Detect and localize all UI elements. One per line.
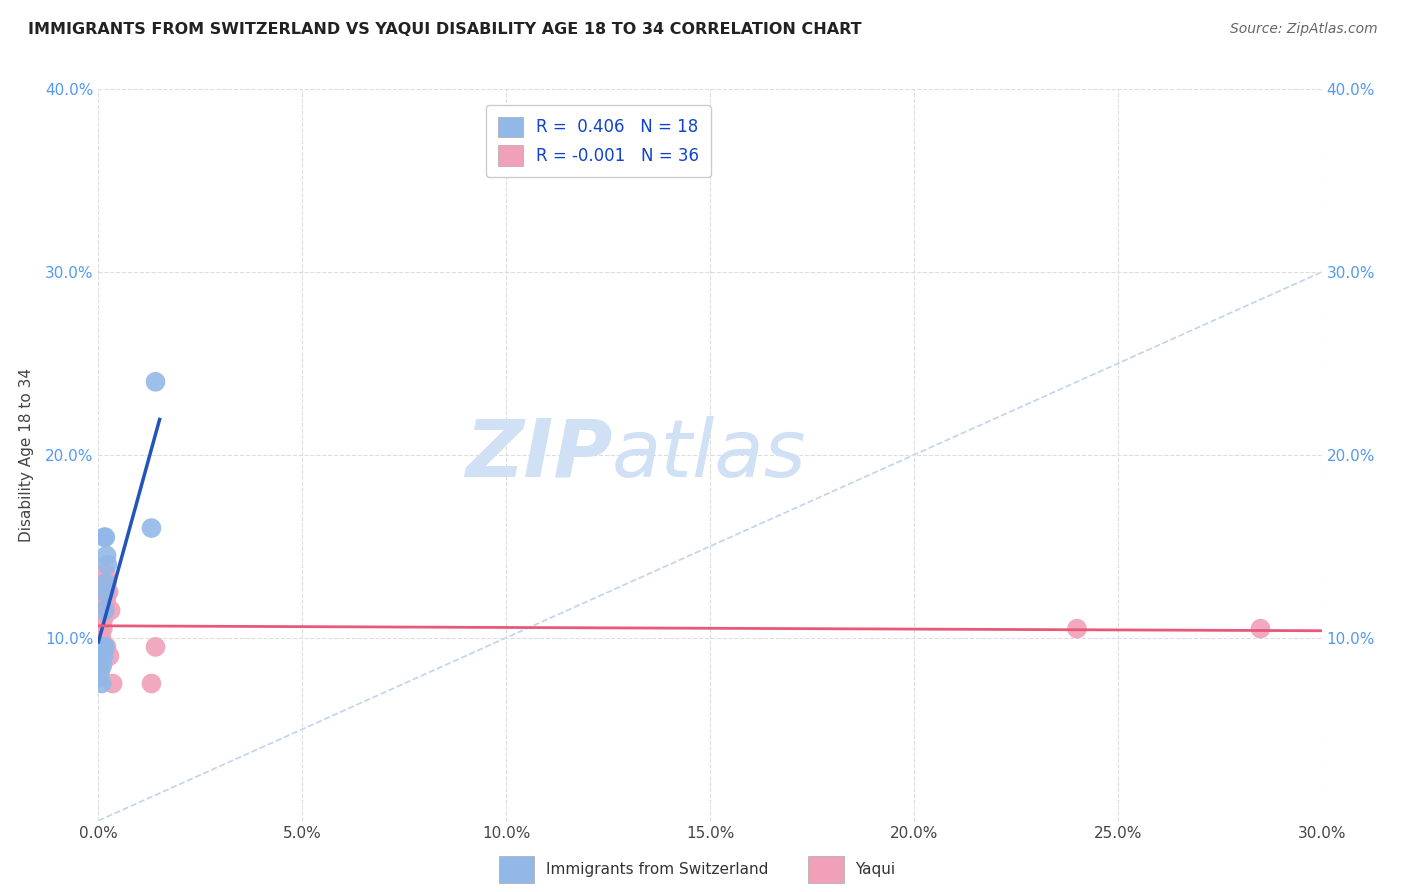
Point xyxy=(145,640,167,654)
Point xyxy=(94,640,117,654)
Text: Source: ZipAtlas.com: Source: ZipAtlas.com xyxy=(1230,22,1378,37)
Point xyxy=(96,549,118,563)
Point xyxy=(93,603,115,617)
Point xyxy=(93,649,115,664)
Point xyxy=(89,664,111,678)
Point xyxy=(97,585,120,599)
Point xyxy=(94,585,117,599)
Point xyxy=(93,585,115,599)
Point xyxy=(91,640,114,654)
Point xyxy=(93,640,115,654)
Point xyxy=(91,613,114,627)
Point xyxy=(94,566,117,581)
Point xyxy=(91,658,114,673)
Text: IMMIGRANTS FROM SWITZERLAND VS YAQUI DISABILITY AGE 18 TO 34 CORRELATION CHART: IMMIGRANTS FROM SWITZERLAND VS YAQUI DIS… xyxy=(28,22,862,37)
Point xyxy=(94,530,117,544)
Point xyxy=(96,585,118,599)
Point xyxy=(96,594,118,608)
Point xyxy=(89,631,111,645)
Point xyxy=(96,640,118,654)
Text: Yaqui: Yaqui xyxy=(855,863,896,877)
Point xyxy=(141,676,163,690)
Point xyxy=(1249,622,1271,636)
Point xyxy=(94,576,117,591)
Point xyxy=(93,603,115,617)
Point xyxy=(96,576,118,591)
Point xyxy=(91,649,114,664)
Point xyxy=(145,375,167,389)
Point xyxy=(91,613,114,627)
Point xyxy=(91,603,114,617)
Point xyxy=(98,649,121,664)
Point xyxy=(91,622,114,636)
Point xyxy=(93,530,115,544)
Point xyxy=(1066,622,1088,636)
Point xyxy=(90,613,112,627)
Text: Immigrants from Switzerland: Immigrants from Switzerland xyxy=(546,863,768,877)
Point xyxy=(89,640,111,654)
Text: ZIP: ZIP xyxy=(465,416,612,494)
Point xyxy=(91,640,114,654)
Point xyxy=(87,671,110,685)
Point xyxy=(89,622,111,636)
Point xyxy=(94,585,117,599)
Legend: R =  0.406   N = 18, R = -0.001   N = 36: R = 0.406 N = 18, R = -0.001 N = 36 xyxy=(486,105,710,178)
Point xyxy=(96,558,118,572)
Point xyxy=(90,640,112,654)
Y-axis label: Disability Age 18 to 34: Disability Age 18 to 34 xyxy=(18,368,34,542)
Point xyxy=(87,658,110,673)
Point xyxy=(94,585,117,599)
Point xyxy=(141,521,163,535)
Point xyxy=(100,603,122,617)
Point xyxy=(90,603,112,617)
Point xyxy=(89,649,111,664)
Point xyxy=(91,640,114,654)
Point xyxy=(90,631,112,645)
Point xyxy=(90,676,112,690)
Point xyxy=(91,603,114,617)
Point xyxy=(93,603,115,617)
Point xyxy=(90,631,112,645)
Text: atlas: atlas xyxy=(612,416,807,494)
Point xyxy=(93,640,115,654)
Point xyxy=(101,676,124,690)
